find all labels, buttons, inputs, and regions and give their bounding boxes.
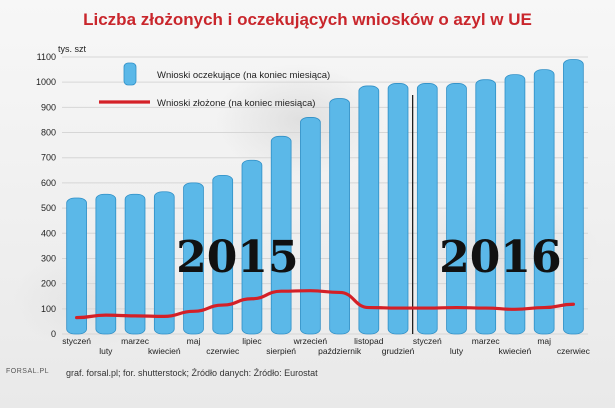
bar (95, 193, 117, 335)
y-axis-ticks: 0 100 200 300 400 500 600 700 800 900 1000 1100 (36, 52, 56, 339)
x-tick-label: czerwiec (557, 346, 591, 356)
grid-lines (62, 56, 588, 335)
y-tick-label: 1000 (36, 77, 56, 87)
y-axis-label: tys. szt (58, 44, 87, 54)
y-tick-label: 800 (41, 128, 56, 138)
bar (329, 98, 350, 335)
bar (475, 79, 497, 335)
footer-credits: graf. forsal.pl; for. shutterstock; Źród… (66, 368, 318, 378)
x-tick-label: kwiecień (148, 346, 181, 356)
x-tick-label: marzec (121, 336, 150, 346)
bar (241, 159, 263, 335)
x-tick-label: grudzień (382, 346, 415, 356)
y-tick-label: 700 (41, 153, 56, 163)
y-tick-label: 400 (41, 228, 56, 238)
y-tick-label: 1100 (37, 52, 56, 62)
bar (504, 74, 526, 335)
publisher-logo: FORSAL.PL (6, 368, 50, 375)
x-tick-label: październik (318, 346, 362, 356)
y-tick-label: 200 (41, 279, 56, 289)
x-tick-label: maj (187, 336, 201, 346)
bar (533, 69, 555, 335)
x-axis-ticks: styczeńlutymarzeckwiecieńmajczerwieclipi… (62, 336, 590, 356)
bar (124, 193, 146, 335)
bar (212, 174, 234, 335)
y-tick-label: 0 (51, 329, 56, 339)
bar (183, 182, 204, 335)
bar (358, 85, 380, 335)
bars (66, 59, 584, 335)
bar (563, 59, 584, 335)
bar (300, 117, 321, 335)
x-tick-label: maj (537, 336, 551, 346)
y-tick-label: 300 (41, 253, 56, 263)
y-tick-label: 500 (41, 203, 56, 213)
year-label: 2016 (439, 232, 561, 283)
y-tick-label: 600 (41, 178, 56, 188)
x-tick-label: czerwiec (206, 346, 240, 356)
x-tick-label: wrzecień (293, 336, 328, 346)
x-tick-label: listopad (354, 336, 384, 346)
x-tick-label: styczeń (413, 336, 442, 346)
x-tick-label: luty (99, 346, 113, 356)
x-tick-label: styczeń (62, 336, 91, 346)
bar (446, 83, 467, 335)
legend-swatch-bar (123, 62, 137, 86)
x-tick-label: sierpień (266, 346, 296, 356)
x-tick-label: lipiec (242, 336, 262, 346)
y-tick-label: 900 (41, 102, 56, 112)
x-tick-label: kwiecień (499, 346, 532, 356)
y-tick-label: 100 (41, 304, 56, 314)
year-labels: 2015 2016 (176, 232, 561, 283)
year-label: 2015 (176, 232, 298, 283)
x-tick-label: luty (450, 346, 464, 356)
legend-label-bar: Wnioski oczekujące (na koniec miesiąca) (157, 70, 330, 81)
bar (387, 83, 409, 335)
series-line (75, 289, 575, 320)
bar (270, 135, 292, 335)
bar (153, 191, 175, 335)
bar (416, 83, 438, 335)
chart-title: Liczba złożonych i oczekujących wniosków… (83, 10, 532, 29)
legend-label-line: Wnioski złożone (na koniec miesiąca) (157, 98, 315, 109)
bar (66, 197, 87, 335)
x-tick-label: marzec (472, 336, 501, 346)
legend: Wnioski oczekujące (na koniec miesiąca) W… (99, 62, 330, 109)
line-series (75, 289, 575, 320)
